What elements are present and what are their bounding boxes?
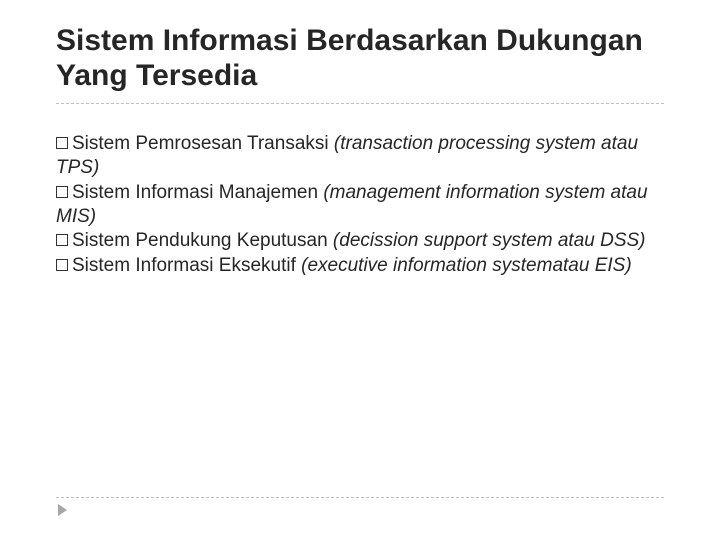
title-divider xyxy=(56,103,664,104)
bullet-lead: Sistem xyxy=(72,230,130,251)
checkbox-icon xyxy=(56,186,68,198)
bullet-item: Sistem Informasi Eksekutif (executive in… xyxy=(56,254,664,278)
checkbox-icon xyxy=(56,234,68,246)
bullet-item: Sistem Informasi Manajemen (management i… xyxy=(56,181,664,230)
footer-divider xyxy=(56,497,664,498)
bullet-item: Sistem Pemrosesan Transaksi (transaction… xyxy=(56,132,664,181)
content-block: Sistem Pemrosesan Transaksi (transaction… xyxy=(56,132,664,278)
bullet-rest: Pemrosesan Transaksi xyxy=(130,133,334,154)
arrow-right-icon xyxy=(58,504,67,516)
bullet-rest: Pendukung Keputusan xyxy=(130,230,333,251)
bullet-rest: Informasi Manajemen xyxy=(130,182,323,203)
bullet-italic: (executive information systematau EIS) xyxy=(301,255,632,276)
bullet-rest: Informasi Eksekutif xyxy=(130,255,301,276)
checkbox-icon xyxy=(56,259,68,271)
checkbox-icon xyxy=(56,137,68,149)
bullet-lead: Sistem xyxy=(72,133,130,154)
bullet-lead: Sistem xyxy=(72,255,130,276)
bullet-item: Sistem Pendukung Keputusan (decission su… xyxy=(56,229,664,253)
bullet-lead: Sistem xyxy=(72,182,130,203)
bullet-italic: (decission support system atau DSS) xyxy=(333,230,646,251)
slide-title: Sistem Informasi Berdasarkan Dukungan Ya… xyxy=(56,24,664,93)
slide: Sistem Informasi Berdasarkan Dukungan Ya… xyxy=(0,0,720,540)
